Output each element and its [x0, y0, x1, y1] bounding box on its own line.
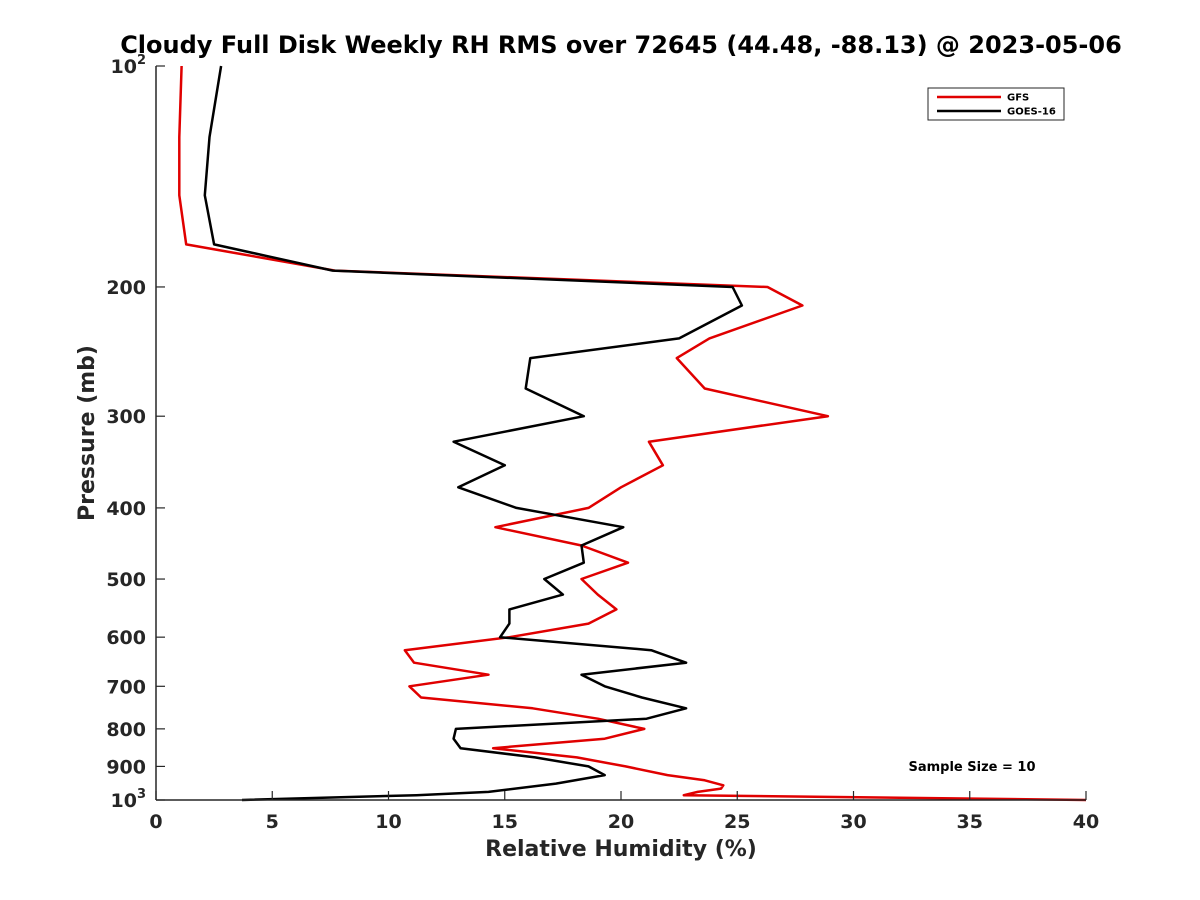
- chart-title: Cloudy Full Disk Weekly RH RMS over 7264…: [120, 31, 1122, 59]
- y-tick-label: 500: [106, 569, 146, 591]
- y-tick-label: 200: [106, 277, 146, 299]
- x-axis-label: Relative Humidity (%): [485, 837, 757, 862]
- x-tick-label: 5: [266, 811, 279, 833]
- legend: GFS GOES-16: [927, 87, 1065, 121]
- x-tick-label: 35: [957, 811, 983, 833]
- x-tick-label: 15: [492, 811, 518, 833]
- y-tick-label: 900: [106, 756, 146, 778]
- series-line-gfs: [178, 65, 1087, 802]
- x-tick-label: 30: [840, 811, 866, 833]
- legend-box: [927, 87, 1065, 121]
- x-tick-label: 40: [1073, 811, 1099, 833]
- y-tick-label: 103: [111, 787, 147, 812]
- sample-size-annotation: Sample Size = 10: [908, 760, 1035, 775]
- x-tick-label: 20: [608, 811, 634, 833]
- plot-area: [156, 66, 1086, 800]
- x-tick-label: 25: [724, 811, 750, 833]
- y-tick-label: 700: [106, 676, 146, 698]
- y-tick-label: 800: [106, 719, 146, 741]
- legend-label: GOES-16: [1007, 107, 1056, 118]
- x-tick-label: 10: [375, 811, 401, 833]
- y-axis-ticks: 102 200 300 400 500 600 700 800 900 103: [106, 53, 165, 812]
- x-tick-label: 0: [149, 811, 162, 833]
- legend-label: GFS: [1007, 93, 1029, 104]
- y-tick-label: 102: [111, 53, 147, 78]
- series-line-goes-16: [203, 65, 744, 802]
- y-axis-label: Pressure (mb): [75, 345, 100, 521]
- y-tick-label: 300: [106, 406, 146, 428]
- x-axis-ticks: 0 5 10 15 20 25 30 35 40: [149, 791, 1099, 833]
- y-tick-label: 600: [106, 627, 146, 649]
- plot-lines: [178, 65, 1087, 802]
- y-tick-label: 400: [106, 498, 146, 520]
